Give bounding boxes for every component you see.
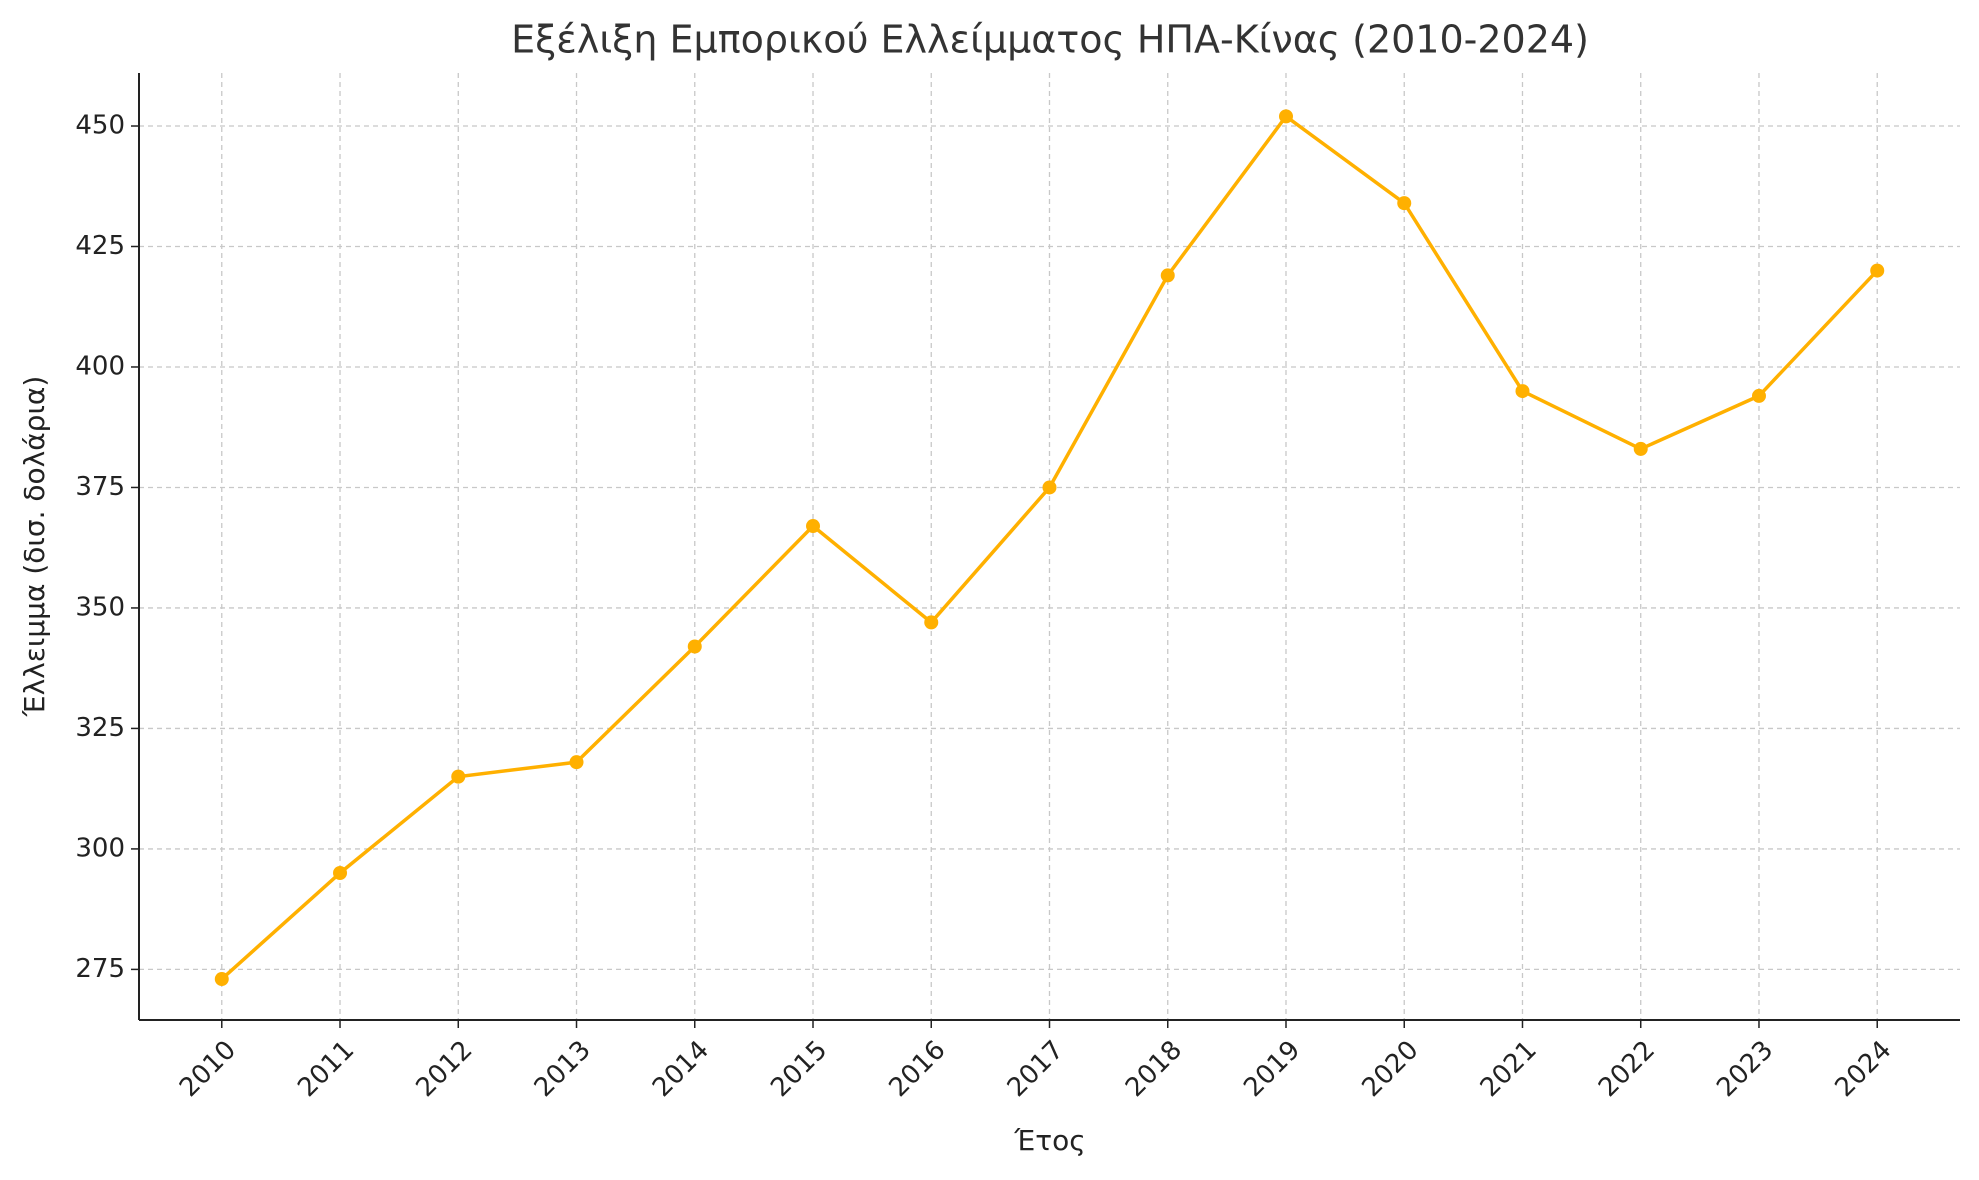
x-axis-label: Έτος	[1013, 1124, 1085, 1157]
point	[1633, 441, 1648, 456]
y-tick-label: 275	[75, 954, 125, 984]
x-tick-label: 2019	[1238, 1035, 1306, 1103]
point	[1042, 480, 1057, 495]
x-tick-label: 2010	[174, 1035, 242, 1103]
x-tick-label: 2020	[1356, 1035, 1424, 1103]
point	[687, 639, 702, 654]
x-tick-label: 2016	[884, 1035, 952, 1103]
x-tick-label: 2023	[1711, 1035, 1779, 1103]
x-tick-label: 2014	[647, 1035, 715, 1103]
y-tick-label: 300	[75, 833, 125, 863]
point	[569, 755, 584, 770]
point	[451, 769, 466, 784]
x-tick-label: 2012	[411, 1035, 479, 1103]
y-tick-label: 350	[75, 592, 125, 622]
x-tick-label: 2024	[1829, 1035, 1897, 1103]
chart-title: Εξέλιξη Εμπορικού Ελλείμματος ΗΠΑ-Κίνας …	[511, 18, 1589, 62]
y-tick-label: 375	[75, 472, 125, 502]
x-tick-label: 2011	[292, 1035, 360, 1103]
x-tick-label: 2017	[1002, 1035, 1070, 1103]
point	[924, 615, 939, 630]
y-axis-label: Έλλειμμα (δισ. δολάρια)	[18, 376, 51, 718]
y-tick-label: 400	[75, 351, 125, 381]
point	[1515, 384, 1530, 399]
point	[1397, 196, 1412, 211]
y-tick-label: 425	[75, 231, 125, 261]
y-tick-label: 325	[75, 713, 125, 743]
point	[214, 972, 229, 987]
point	[333, 866, 348, 881]
point	[1751, 388, 1766, 403]
point	[806, 519, 821, 534]
point	[1160, 268, 1175, 283]
x-tick-label: 2015	[765, 1035, 833, 1103]
x-tick-label: 2013	[529, 1035, 597, 1103]
point	[1870, 263, 1885, 278]
x-tick-label: 2022	[1593, 1035, 1661, 1103]
x-tick-label: 2021	[1475, 1035, 1543, 1103]
point	[1278, 109, 1293, 124]
y-tick-label: 450	[75, 111, 125, 141]
x-tick-label: 2018	[1120, 1035, 1188, 1103]
